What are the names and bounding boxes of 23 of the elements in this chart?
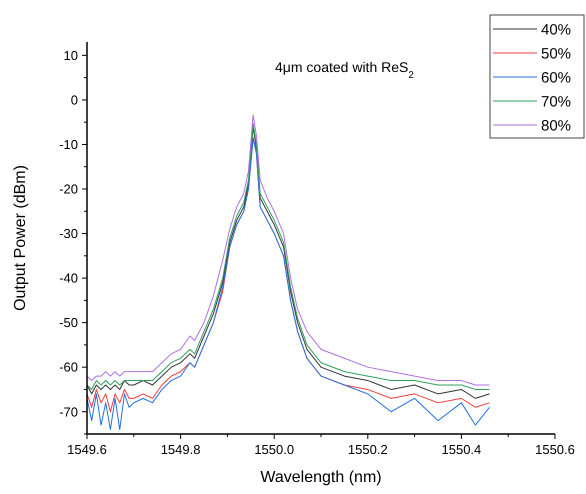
legend-label: 50% xyxy=(541,45,572,62)
y-tick-label: -40 xyxy=(59,270,78,286)
x-tick-label: 1550.6 xyxy=(535,442,575,457)
annotation: 4μm coated with ReS$_{2}$ xyxy=(275,59,414,80)
y-tick-label: -10 xyxy=(59,137,78,152)
legend-label: 60% xyxy=(541,69,572,86)
legend-label: 80% xyxy=(541,117,572,134)
y-tick-label: -50 xyxy=(59,315,78,330)
legend-label: 70% xyxy=(541,93,572,110)
y-tick-label: 10 xyxy=(64,48,78,63)
x-tick-label: 1549.8 xyxy=(160,442,200,457)
y-tick-label: -60 xyxy=(59,360,78,375)
x-tick-label: 1550.0 xyxy=(254,442,294,457)
x-tick-label: 1550.4 xyxy=(442,442,482,457)
y-axis-title: Output Power (dBm) xyxy=(12,165,29,311)
y-tick-label: -70 xyxy=(59,404,78,420)
y-tick-label: -20 xyxy=(59,182,78,197)
y-tick-label: -30 xyxy=(59,226,78,242)
y-tick-label: 0 xyxy=(70,92,78,108)
x-axis-title: Wavelength (nm) xyxy=(260,469,382,486)
x-tick-label: 1550.2 xyxy=(348,442,388,457)
x-tick-label: 1549.6 xyxy=(67,442,107,457)
legend-label: 40% xyxy=(541,21,572,38)
